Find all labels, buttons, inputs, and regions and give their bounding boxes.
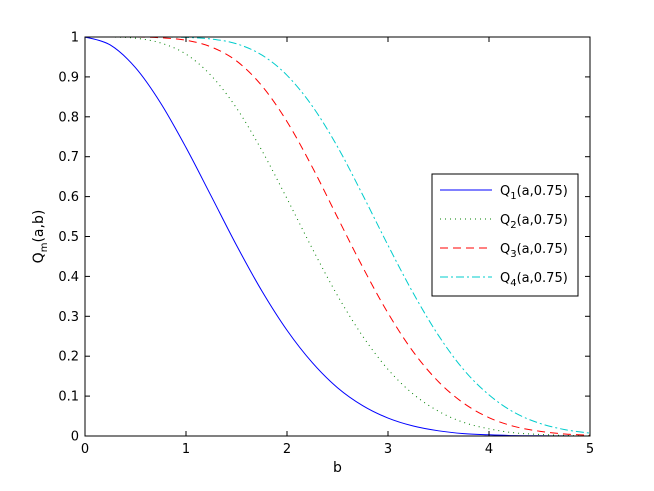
y-tick-label: 0.3: [58, 310, 79, 325]
y-tick-label: 0.1: [58, 390, 79, 405]
series-line-3: [85, 36, 591, 436]
legend-label-1: Q1(a,0.75): [500, 184, 568, 202]
legend-label-3: Q3(a,0.75): [500, 242, 568, 260]
y-tick-label: 0.9: [58, 70, 79, 85]
y-axis-label-rest: (a,b): [31, 210, 47, 243]
y-tick-label: 0.4: [58, 270, 79, 285]
y-axis-label-base: Q: [31, 252, 47, 263]
y-tick-label: 0.6: [58, 190, 79, 205]
legend-label-4: Q4(a,0.75): [500, 271, 568, 289]
ticks-layer: 0 1 2 3 4 5 0 0.1 0.2 0.3 0.4 0.5 0.6 0.7 0.8 0.9 1: [58, 31, 594, 458]
y-axis-label: Qm(a,b): [31, 210, 50, 264]
y-tick-label: 0.5: [58, 230, 79, 245]
legend-items: Q1(a,0.75) Q2(a,0.75) Q3(a,0.75) Q4(a,0.75): [440, 184, 568, 289]
series-line-1: [84, 36, 591, 437]
y-tick-label: 0.8: [58, 110, 79, 125]
y-axis-label-subscript: m: [39, 243, 50, 253]
y-tick-label: 0.7: [58, 150, 79, 165]
legend: Q1(a,0.75) Q2(a,0.75) Q3(a,0.75) Q4(a,0.75): [431, 173, 579, 297]
y-tick-label: 0: [71, 430, 79, 445]
y-tick-label: 0.2: [58, 350, 79, 365]
legend-box: [431, 173, 579, 297]
y-tick-label: 1: [71, 31, 79, 46]
x-tick-label: 0: [81, 442, 89, 457]
legend-label-2: Q2(a,0.75): [500, 213, 568, 231]
x-tick-label: 2: [283, 442, 291, 457]
x-tick-label: 3: [384, 442, 392, 457]
x-tick-label: 1: [182, 442, 190, 457]
x-axis-label: b: [333, 460, 342, 476]
x-tick-label: 5: [586, 442, 594, 457]
x-tick-label: 4: [485, 442, 493, 457]
